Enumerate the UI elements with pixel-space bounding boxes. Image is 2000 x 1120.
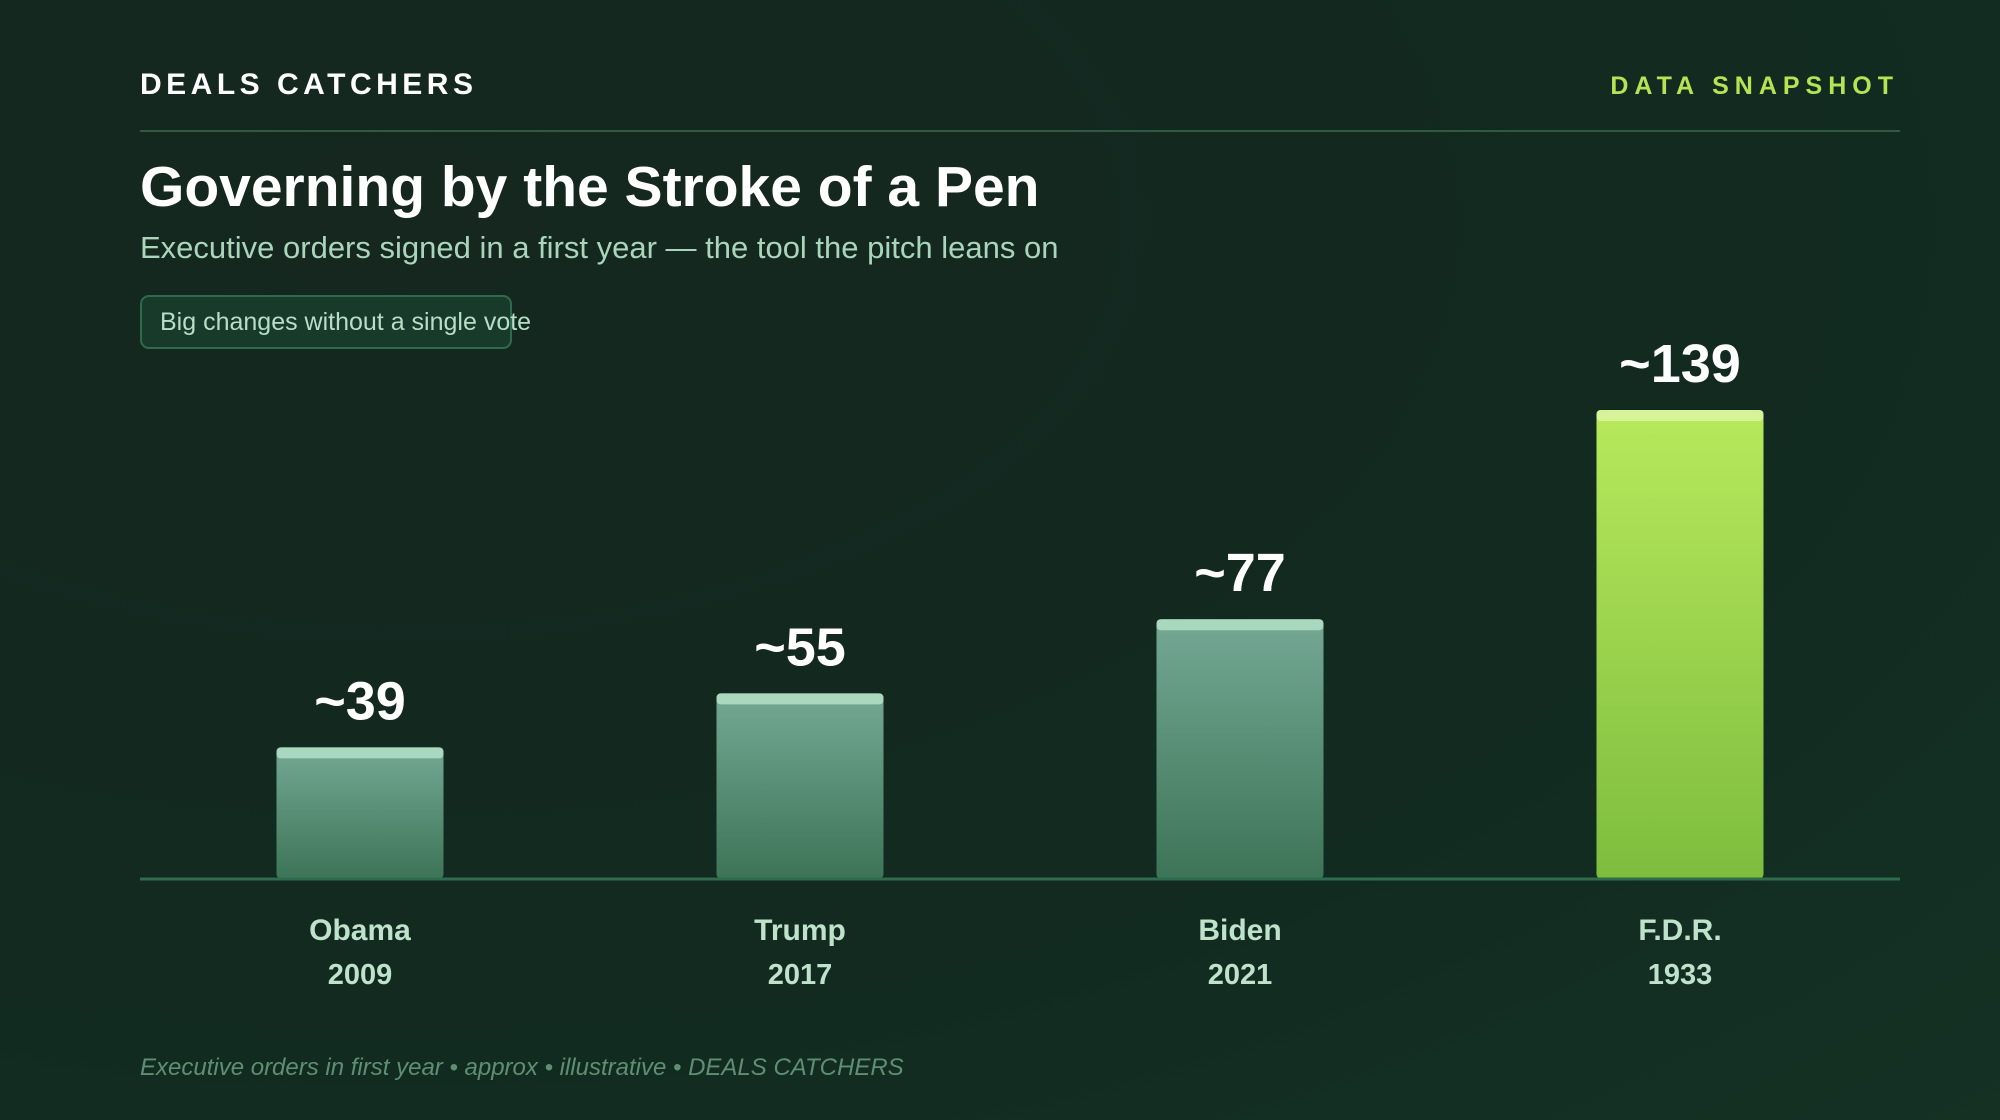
category-label: Obama bbox=[309, 914, 411, 947]
callout-pill bbox=[140, 295, 512, 349]
chart-title: Governing by the Stroke of a Pen bbox=[140, 155, 1040, 219]
chart-subtitle: Executive orders signed in a first year … bbox=[140, 230, 1059, 265]
category-label: Biden bbox=[1198, 914, 1281, 947]
value-label: ~55 bbox=[754, 617, 846, 677]
bar-obama bbox=[276, 747, 444, 879]
callout-pill-text: Big changes without a single vote bbox=[160, 308, 532, 336]
header-divider bbox=[140, 130, 1900, 132]
value-label: ~77 bbox=[1194, 543, 1286, 603]
year-label: 2021 bbox=[1208, 959, 1273, 991]
footer-note: Executive orders in first year • approx … bbox=[140, 1054, 904, 1081]
bar-fdr bbox=[1596, 410, 1764, 879]
bar-cap bbox=[276, 747, 444, 759]
brand-name: DEALS CATCHERS bbox=[140, 68, 478, 101]
bar-trump bbox=[716, 693, 884, 879]
bar-cap bbox=[716, 693, 884, 705]
bar-cap bbox=[1156, 619, 1324, 631]
year-label: 1933 bbox=[1648, 959, 1713, 991]
year-label: 2009 bbox=[328, 959, 393, 991]
year-label: 2017 bbox=[768, 959, 833, 991]
category-label: F.D.R. bbox=[1638, 914, 1721, 947]
value-label: ~139 bbox=[1619, 334, 1741, 394]
value-label: ~39 bbox=[314, 671, 406, 731]
category-label: Trump bbox=[754, 914, 846, 947]
bar-cap bbox=[1596, 410, 1764, 421]
bar-biden bbox=[1156, 619, 1324, 879]
section-tag: DATA SNAPSHOT bbox=[1610, 72, 1899, 100]
